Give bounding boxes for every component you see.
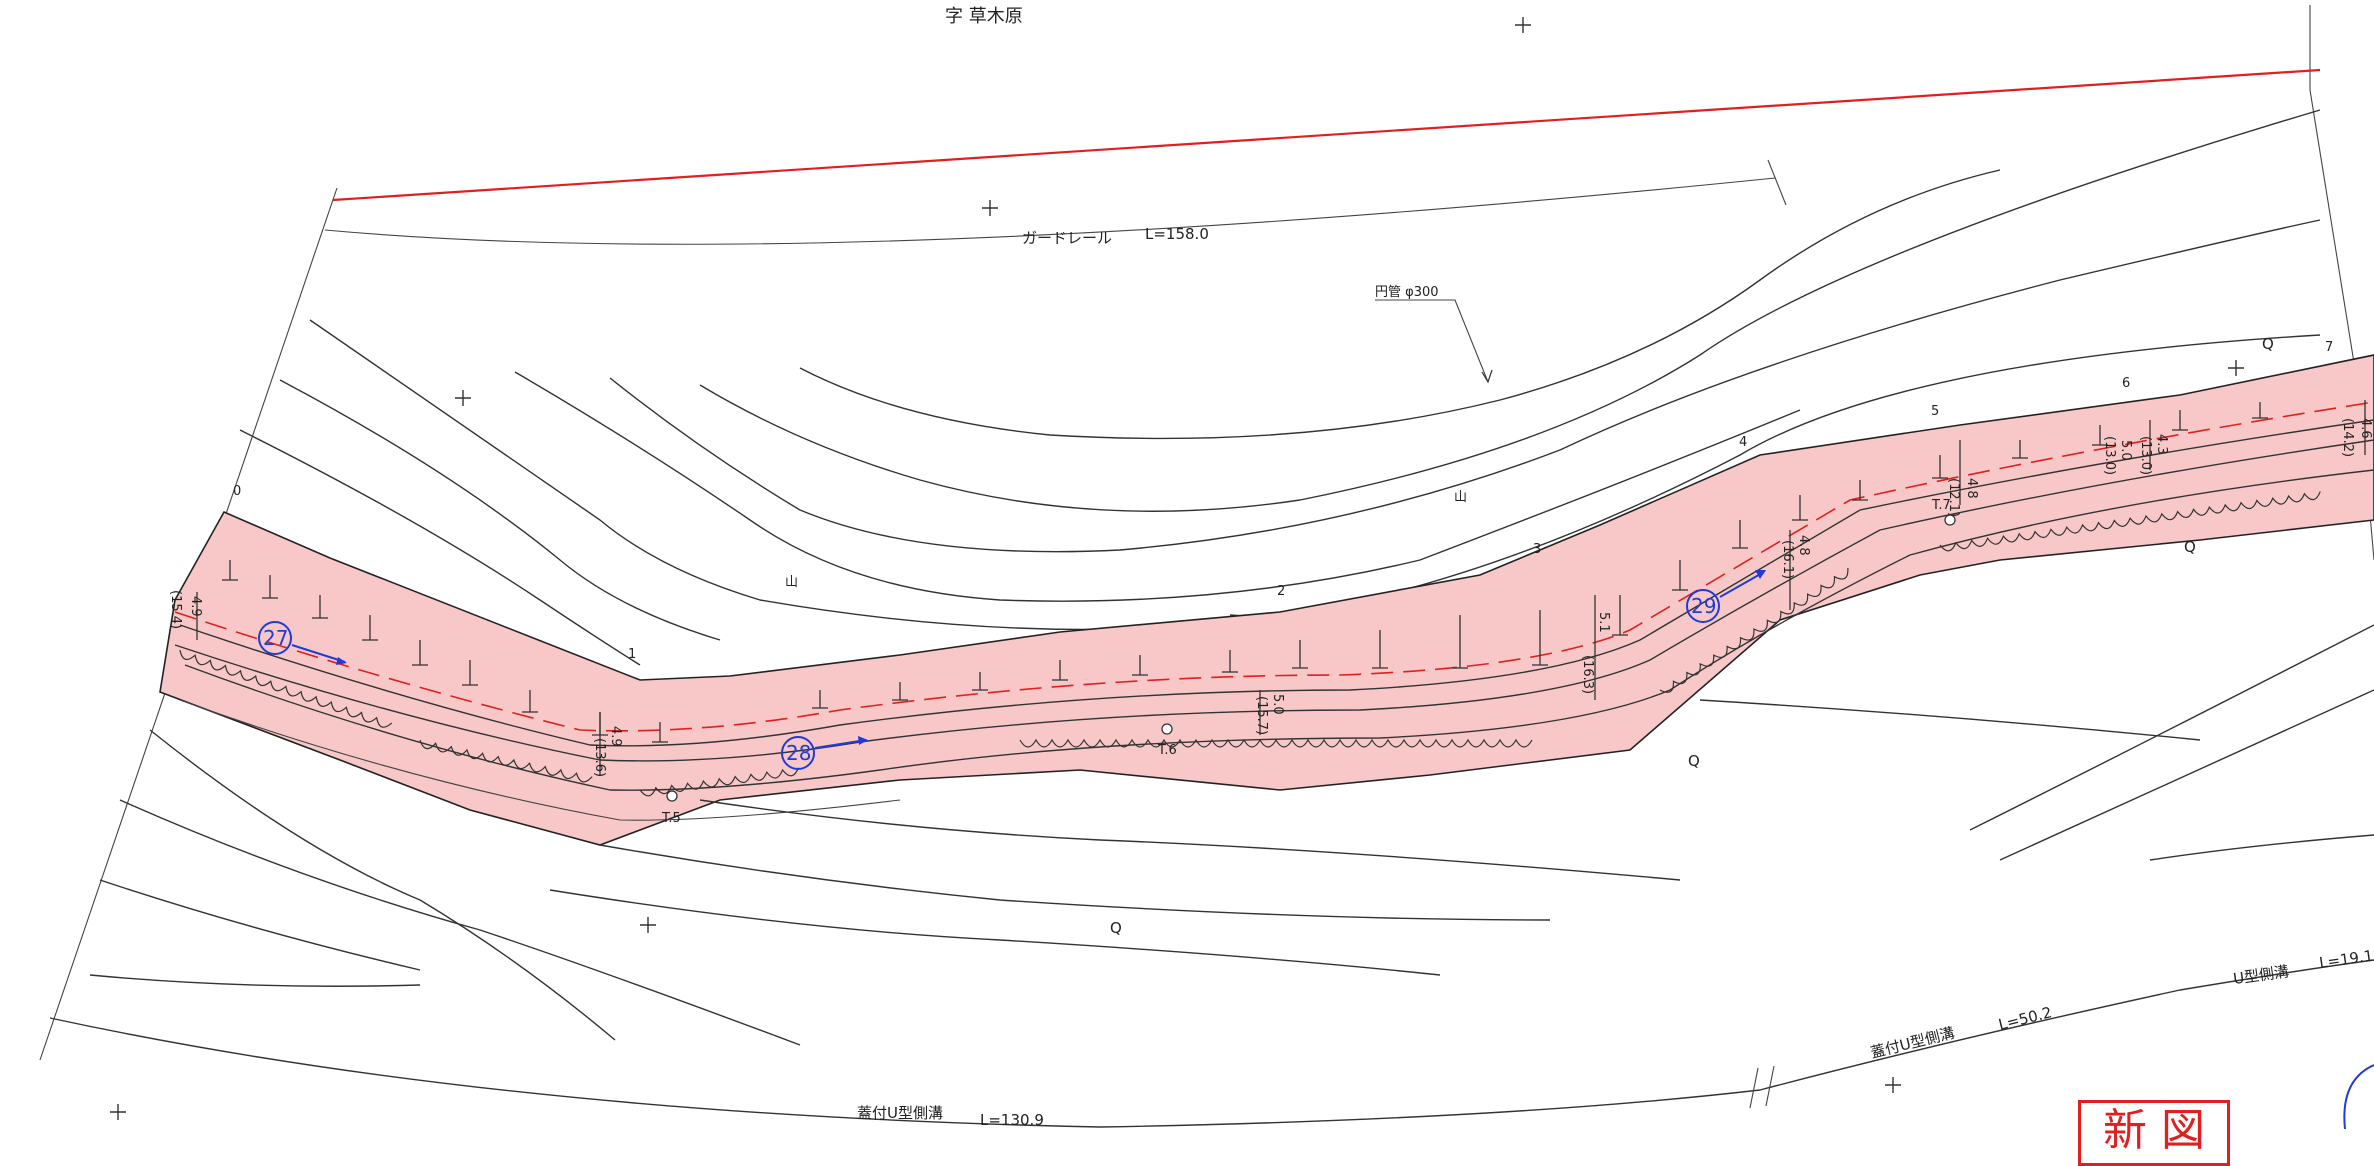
width-label: (14.2) [2340,418,2355,457]
width-label: (13.0) [2102,436,2117,475]
contour-number: 6 [2122,376,2130,391]
width-label: 5.0 [1270,694,1285,715]
upper-contours [239,109,2321,666]
traverse-point [1944,514,1956,526]
contour-number: 1 [628,647,636,662]
station-27: 27 [258,621,347,665]
retaining-wall [179,491,2321,797]
traverse-point [1161,723,1173,735]
guardrail-line [324,159,1787,245]
ditch-lines [49,959,2374,1128]
width-markers [196,400,2366,775]
q-symbol: Q [1688,752,1700,770]
road-area [159,354,2374,846]
width-label: (15.7) [1254,696,1269,735]
width-label: 4.6 [2358,418,2373,439]
contour-number: 2 [1277,584,1285,599]
lower-contours [89,624,2374,1046]
ditch-right-length: L=50.2 [1997,1003,2054,1034]
width-label: (15.4) [168,590,183,629]
pipe-label: 円管 φ300 [1375,285,1439,300]
ditch-bottom-length: L=130.9 [980,1111,1044,1129]
traverse-point [666,790,678,802]
traverse-points: T.5 T.6 T.7 [661,498,1956,826]
q-symbol: Q [2184,538,2196,556]
slope-marks [222,402,2268,743]
contour-numbers: 0 1 2 3 4 5 6 7 [233,340,2333,662]
width-label: 4.8 [1964,478,1979,499]
station-28: 28 [781,736,868,770]
pipe-leader [1375,299,1489,383]
contour-number: 5 [1931,404,1939,419]
width-label: (16.1) [1780,540,1795,579]
contour-number: 0 [233,484,241,499]
width-label: 4.9 [188,596,203,617]
traverse-label: T.7 [1931,498,1951,513]
guardrail-length-label: L=158.0 [1145,225,1209,243]
mountain-symbol: 山 [1454,490,1467,505]
width-label: (13.6) [592,738,607,777]
area-name-label: 字 草木原 [945,6,1023,27]
width-label: 4.3 [2154,434,2169,455]
width-label: (16.3) [1580,655,1595,694]
survey-crosses [110,17,2244,1120]
q-symbol: Q [1110,919,1122,937]
guardrail-label: ガードレール [1022,229,1112,247]
traverse-label: T.5 [661,811,681,826]
ditch-bottom-label: 蓋付U型側溝 [857,1104,943,1122]
road-plan-drawing: 字 草木原 ガードレール L=158.0 円管 φ300 [39,5,2374,1129]
station-label: 27 [263,626,288,650]
boundary-red-line [332,68,2321,202]
width-label: 5.1 [1596,612,1611,633]
u-ditch-length: L=19.1 [2318,947,2374,972]
q-symbol: Q [2262,335,2274,353]
station-29: 29 [1686,570,1766,623]
traverse-label: T.6 [1157,743,1177,758]
road-lines [174,401,2374,821]
width-label: (13.0) [2138,436,2153,475]
contour-number: 7 [2325,340,2333,355]
u-ditch-label: U型側溝 [2232,962,2290,988]
width-label: 4.8 [1796,535,1811,556]
ditch-right-label: 蓋付U型側溝 [1869,1024,1957,1062]
width-label: 4.9 [608,726,623,747]
new-drawing-stamp: 新 図 [2078,1100,2230,1166]
q-symbols: Q Q Q Q [1110,335,2274,937]
width-labels: 4.9 (15.4) 4.9 (13.6) 5.0 (15.7) 5.1 (16… [168,418,2373,777]
contour-number: 4 [1739,435,1747,450]
station-label: 29 [1691,594,1716,618]
station-label: 28 [786,741,811,765]
contour-number: 3 [1533,542,1541,557]
width-label: (12.1) [1946,478,1961,517]
width-label: 5.0 [2118,440,2133,461]
mountain-symbol: 山 [785,575,798,590]
stamp-circle [2343,1064,2374,1129]
